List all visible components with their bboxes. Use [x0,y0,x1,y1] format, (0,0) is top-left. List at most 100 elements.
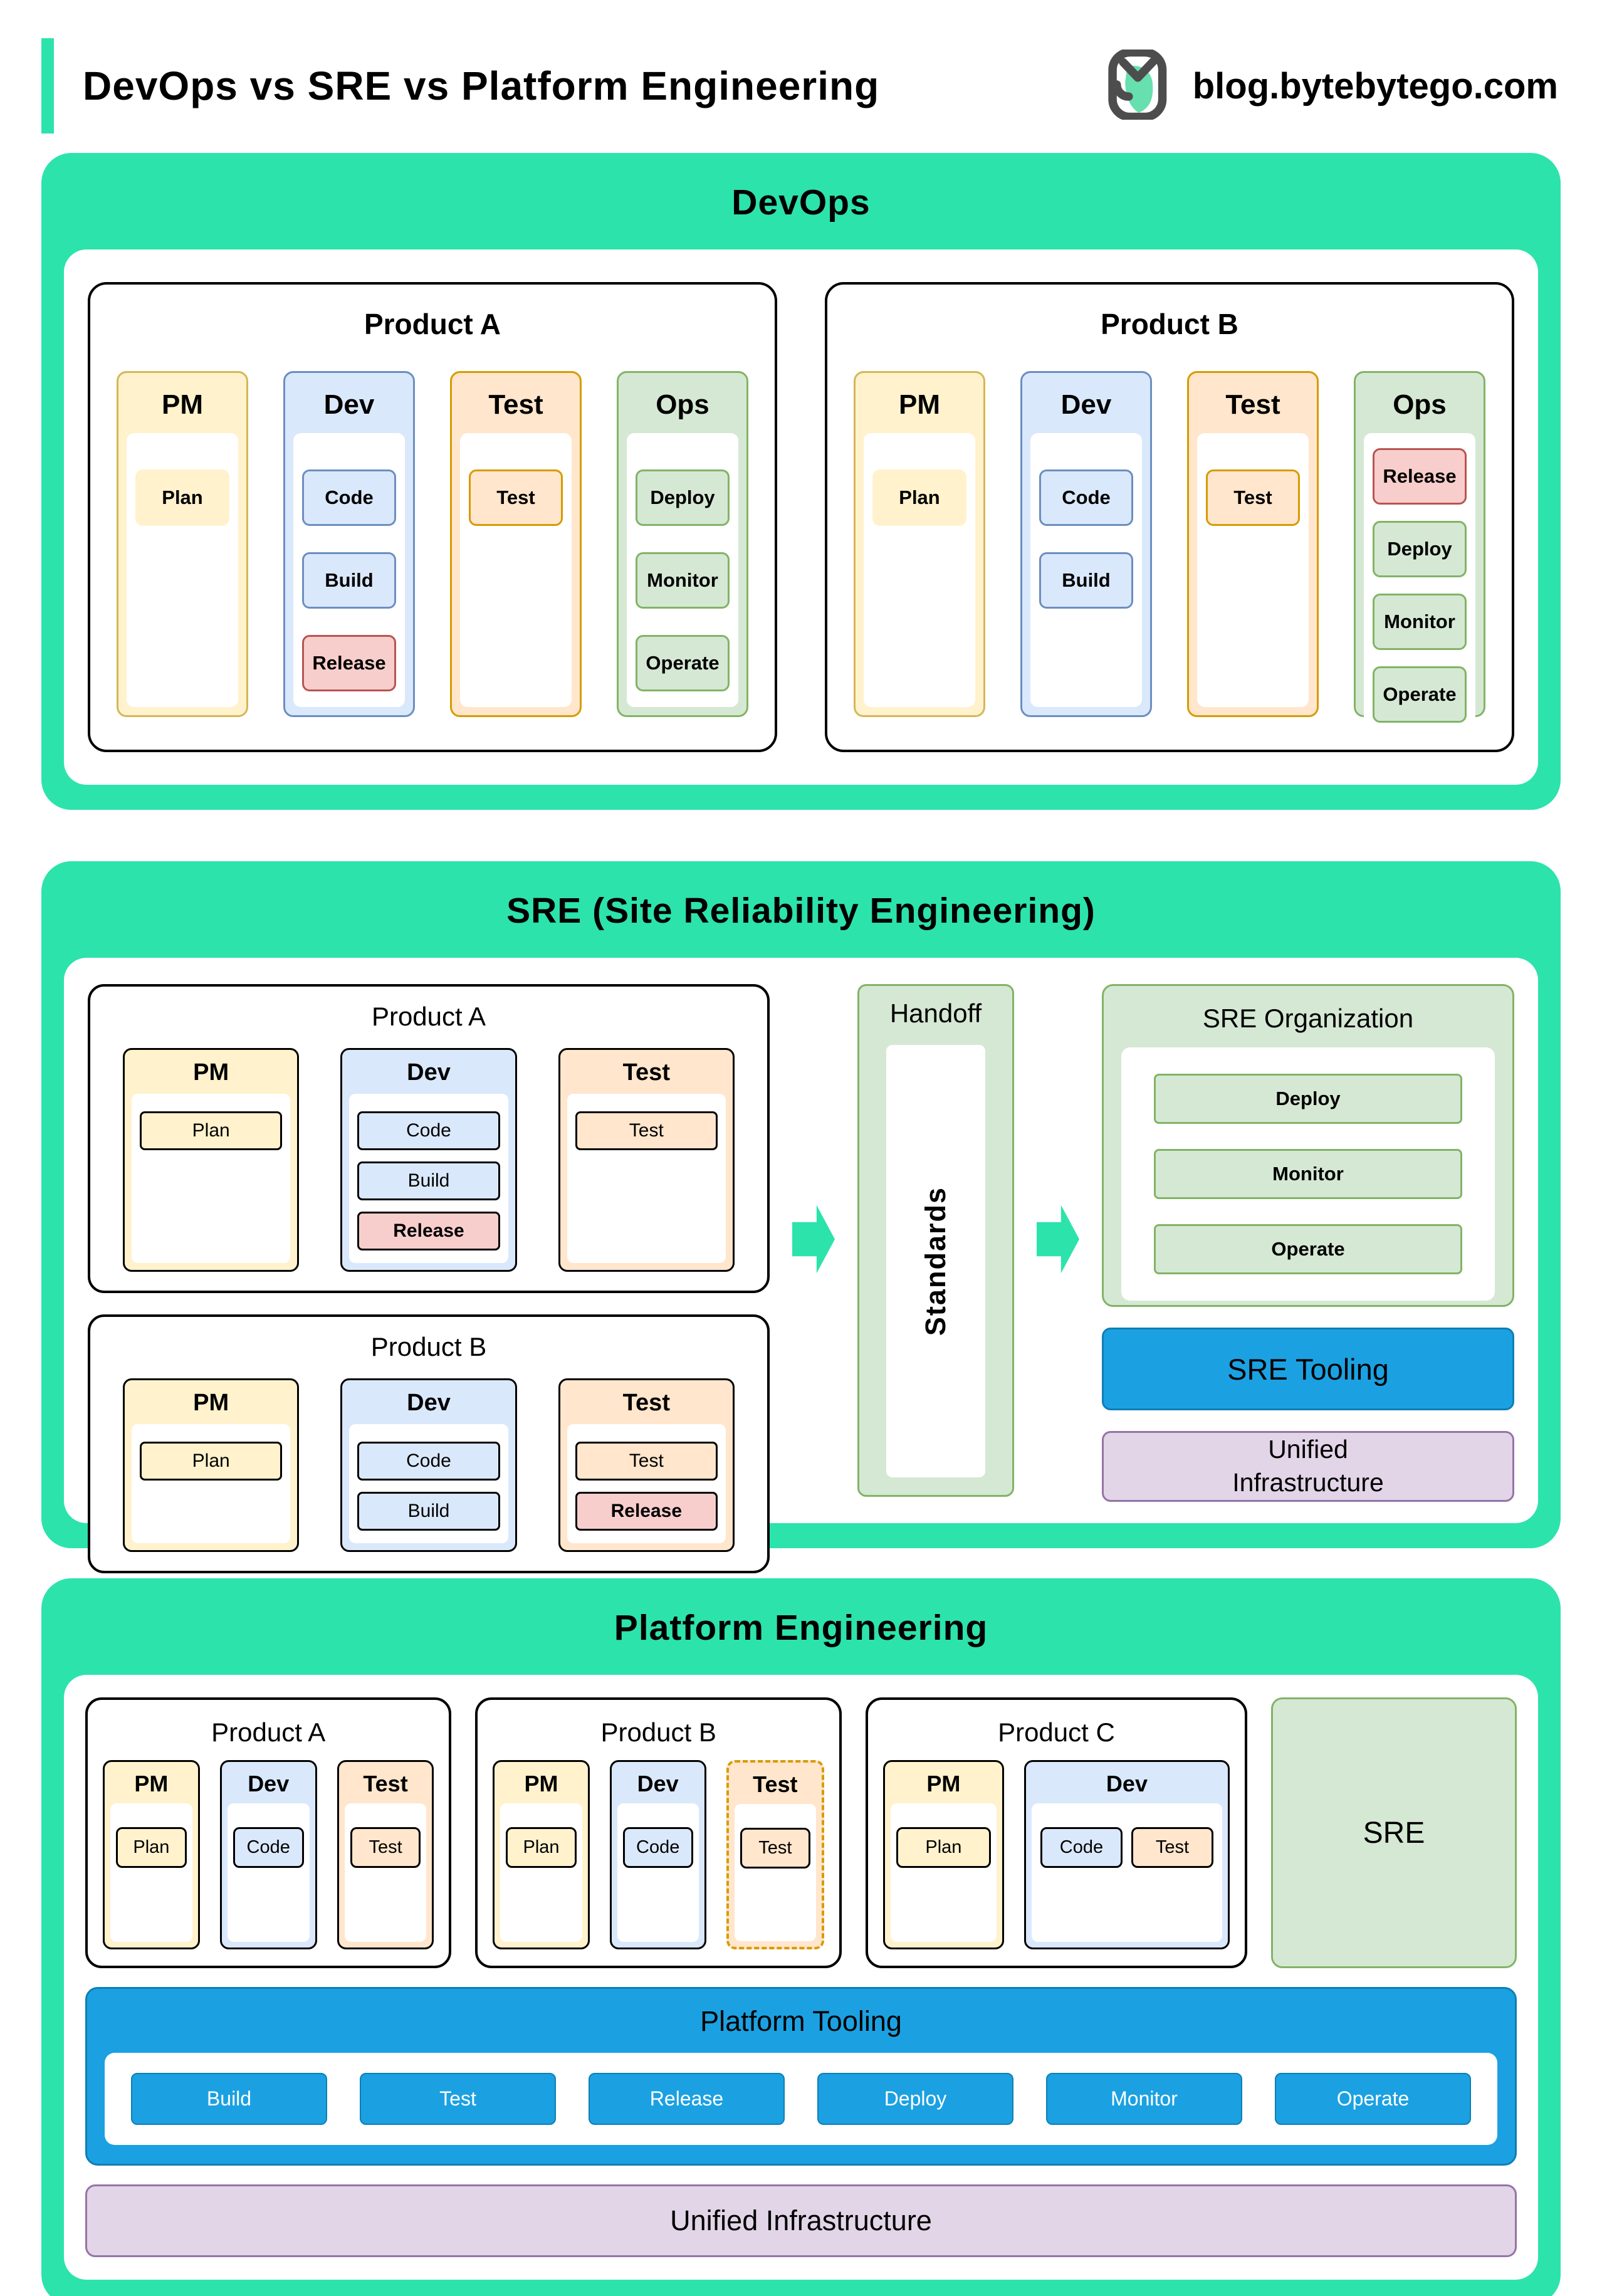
bytebytego-logo-icon [1106,48,1176,123]
chip-release: Release [302,635,396,691]
column-test: Test Test [337,1760,434,1949]
column-label: PM [193,1059,229,1086]
chip-build: Build [131,2073,327,2125]
column-pm: PM Plan [882,1760,1004,1949]
column-pm: PM Plan [123,1048,300,1272]
column-body: Test Release [567,1424,726,1543]
column-dev: Dev Code Build Release [340,1048,517,1272]
sre-panel: Product A PM Plan Dev Code Bu [64,958,1538,1573]
platform-sre-box: SRE [1271,1697,1517,1968]
chip-code: Code [302,469,396,526]
section-sre-title: SRE (Site Reliability Engineering) [506,891,1096,931]
devops-product-b: Product B PM Plan Dev Code Build [825,282,1514,752]
chip-release: Release [1373,448,1467,505]
column-body: Code [227,1803,310,1942]
chip-operate: Operate [1275,2073,1471,2125]
column-dev: Dev Code [219,1760,317,1949]
chip-release: Release [357,1212,500,1250]
column-body: Plan [890,1803,997,1942]
column-body: Test [567,1094,726,1263]
column-dev: Dev Code Build [340,1378,517,1552]
page-title: DevOps vs SRE vs Platform Engineering [83,63,880,108]
chip-monitor: Monitor [636,552,730,609]
chip-plan: Plan [872,469,966,526]
column-label: Dev [637,1771,679,1796]
column-test: Test Test [558,1048,735,1272]
chip-plan: Plan [896,1827,991,1868]
column-label: Test [753,1771,798,1797]
platform-tooling-bar: Platform Tooling Build Test Release Depl… [85,1987,1517,2166]
handoff-box: Handoff Standards [857,984,1014,1497]
sre-product-b-columns: PM Plan Dev Code Build [123,1378,735,1552]
section-sre: SRE (Site Reliability Engineering) Produ… [41,861,1561,1573]
chip-test: Test [575,1111,718,1150]
product-title: Product C [998,1717,1115,1747]
column-ops: Ops Release Deploy Monitor Operate [1354,371,1485,738]
platform-panel: Product A PM Plan Dev Code [64,1675,1538,2280]
column-test: Test Test [1187,371,1319,717]
platform-product-b: Product B PM Plan Dev Code [475,1697,842,1968]
sre-product-b: Product B PM Plan Dev Code Bu [88,1314,770,1573]
chip-code: Code [357,1111,500,1150]
column-label: Test [363,1771,408,1796]
chip-operate: Operate [1373,666,1467,723]
chip-test: Test [469,469,563,526]
chip-operate: Operate [636,635,730,691]
sre-product-a: Product A PM Plan Dev Code Bu [88,984,770,1293]
product-title: Product A [371,1002,486,1031]
chip-plan: Plan [135,469,229,526]
chip-deploy: Deploy [1373,521,1467,577]
chip-deploy: Deploy [1154,1074,1462,1124]
column-label: Test [622,1059,670,1086]
platform-product-c: Product C PM Plan Dev Code Te [865,1697,1248,1968]
column-label: Test [1225,389,1280,420]
sre-unified-infrastructure-bar: Unified Infrastructure [1102,1431,1514,1502]
chip-deploy: Deploy [636,469,730,526]
column-body: Plan [500,1803,582,1942]
unified-infrastructure-label: Unified Infrastructure [670,2204,932,2236]
chip-release: Release [589,2073,785,2125]
section-devops-title: DevOps [731,182,871,223]
platform-products-row: Product A PM Plan Dev Code [85,1697,1517,1968]
column-dev: Dev Code [609,1760,706,1949]
standards-vertical-label: Standards [919,1186,951,1336]
column-pm: PM Plan [123,1378,300,1552]
devops-product-a: Product A PM Plan Dev Code Build Releas [88,282,777,752]
column-test: Test Test Release [558,1378,735,1552]
section-platform: Platform Engineering Product A PM Plan [41,1578,1561,2296]
chip-code: Code [357,1442,500,1481]
flow-arrow-icon [792,1202,835,1279]
platform-tooling-title: Platform Tooling [700,2005,902,2037]
section-platform-title: Platform Engineering [614,1608,988,1648]
chip-test: Test [350,1827,421,1868]
chip-release: Release [575,1492,718,1531]
column-label: Dev [1106,1771,1148,1796]
sre-products: Product A PM Plan Dev Code Bu [88,984,770,1573]
chip-operate: Operate [1154,1224,1462,1274]
column-ops: Ops Deploy Monitor Operate [617,371,748,717]
column-label: PM [134,1771,169,1796]
chip-test: Test [1131,1827,1214,1868]
column-body: Code Build Release [349,1094,508,1263]
column-body: Code Build [1030,433,1142,707]
section-devops: DevOps Product A PM Plan Dev Code [41,153,1561,810]
chip-build: Build [302,552,396,609]
page-header: DevOps vs SRE vs Platform Engineering bl… [0,0,1602,134]
column-body: Plan [110,1803,192,1942]
column-label: Dev [248,1771,290,1796]
platform-sre-label: SRE [1363,1816,1425,1850]
column-dev: Dev Code Build Release [283,371,415,717]
product-title: Product A [211,1717,326,1747]
chip-build: Build [1039,552,1133,609]
devops-product-b-columns: PM Plan Dev Code Build Test [854,371,1485,738]
column-label: Dev [323,389,375,420]
column-body: Code [617,1803,699,1942]
platform-product-b-columns: PM Plan Dev Code Test [493,1760,824,1949]
accent-bar [41,38,54,134]
product-title: Product B [370,1332,487,1361]
column-label: Test [488,389,543,420]
chip-code: Code [1040,1827,1123,1868]
chip-build: Build [357,1492,500,1531]
column-body: Plan [132,1094,291,1263]
platform-unified-infrastructure-bar: Unified Infrastructure [85,2184,1517,2257]
